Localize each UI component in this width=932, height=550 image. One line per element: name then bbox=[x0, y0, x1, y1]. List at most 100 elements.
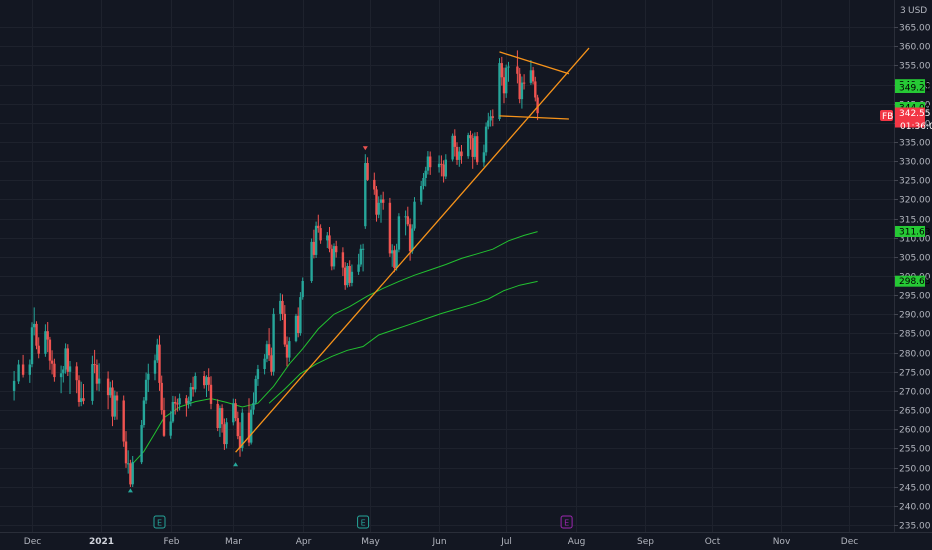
candle bbox=[451, 133, 454, 162]
candle bbox=[473, 132, 477, 160]
earnings-event[interactable]: E bbox=[153, 515, 166, 529]
candle bbox=[518, 68, 521, 104]
price-tick-label: 235.00 bbox=[899, 522, 931, 532]
candle bbox=[75, 362, 78, 394]
candle bbox=[458, 146, 461, 167]
earnings-event-label: E bbox=[157, 519, 162, 528]
time-axis[interactable]: Dec 2021 Feb Mar Apr May Jun Jul Aug Sep Oct Nov Dec bbox=[24, 537, 858, 547]
candle bbox=[507, 61, 510, 82]
candle-body bbox=[534, 81, 537, 98]
candle bbox=[382, 191, 385, 210]
candle bbox=[294, 313, 298, 343]
candle-body bbox=[502, 77, 506, 94]
candle-body bbox=[191, 387, 195, 390]
candle bbox=[77, 375, 81, 407]
candle-body bbox=[37, 345, 40, 354]
candle-body bbox=[487, 120, 490, 127]
candle-body bbox=[203, 376, 206, 386]
candle bbox=[348, 260, 351, 287]
price-tick-label: 330.00 bbox=[899, 158, 931, 168]
candle bbox=[238, 422, 242, 457]
candle-body bbox=[220, 408, 224, 425]
candle-body bbox=[326, 235, 329, 241]
candle bbox=[66, 344, 69, 376]
candle-body bbox=[185, 398, 188, 404]
candle bbox=[124, 431, 128, 468]
price-tick-label: 245.00 bbox=[899, 484, 931, 494]
candle bbox=[232, 398, 235, 426]
earnings-event[interactable]: E bbox=[357, 515, 370, 529]
candle-body bbox=[250, 409, 253, 443]
candle bbox=[216, 399, 219, 432]
candle-body bbox=[350, 271, 354, 283]
candle-body bbox=[522, 82, 526, 84]
candle-body bbox=[330, 248, 333, 267]
time-tick-label: Feb bbox=[164, 537, 180, 547]
candle bbox=[50, 350, 54, 375]
candle bbox=[505, 64, 508, 98]
candle bbox=[424, 166, 427, 187]
candle bbox=[37, 337, 40, 359]
candle-body bbox=[35, 323, 38, 346]
price-badge-label: 298.63 bbox=[899, 277, 931, 287]
candle-body bbox=[285, 344, 289, 358]
earnings-event-label: E bbox=[564, 519, 569, 528]
candle-body bbox=[297, 315, 300, 333]
trendline[interactable] bbox=[499, 115, 569, 120]
candle-body bbox=[160, 382, 163, 411]
candle-body bbox=[46, 331, 49, 340]
candle bbox=[252, 392, 255, 415]
candle bbox=[411, 224, 414, 254]
candle-body bbox=[484, 126, 488, 153]
price-tick-label: 315.00 bbox=[899, 216, 931, 226]
low-marker bbox=[127, 488, 133, 493]
candle bbox=[254, 375, 257, 405]
candle bbox=[442, 160, 445, 183]
price-badge-bg bbox=[895, 107, 925, 128]
candle bbox=[420, 181, 423, 205]
candle-body bbox=[178, 398, 181, 405]
candle bbox=[156, 338, 159, 363]
candle bbox=[220, 404, 224, 433]
candle bbox=[109, 381, 112, 398]
grid bbox=[0, 0, 894, 532]
candle-body bbox=[64, 348, 67, 370]
currency-label[interactable]: 3 USD bbox=[900, 6, 927, 16]
candle-body bbox=[531, 70, 535, 82]
candle-body bbox=[335, 246, 338, 253]
candle-body bbox=[317, 225, 320, 229]
candle bbox=[361, 243, 365, 272]
candle-body bbox=[48, 339, 52, 361]
candle bbox=[531, 66, 535, 85]
candle-body bbox=[28, 364, 31, 375]
candle bbox=[223, 418, 226, 450]
candle bbox=[142, 397, 146, 428]
candle-body bbox=[332, 246, 336, 267]
candle bbox=[346, 263, 349, 288]
candle bbox=[522, 74, 526, 90]
candle-body bbox=[254, 379, 257, 403]
candle-body bbox=[429, 156, 432, 168]
symbol-label: FB bbox=[882, 112, 893, 122]
candle-body bbox=[444, 159, 447, 177]
candle-body bbox=[77, 380, 81, 402]
candle bbox=[169, 411, 172, 439]
candle bbox=[17, 359, 20, 384]
trendline[interactable] bbox=[499, 51, 570, 75]
candle-body bbox=[147, 373, 150, 380]
candle bbox=[332, 243, 336, 270]
earnings-event[interactable]: E bbox=[560, 515, 573, 529]
candle bbox=[335, 240, 338, 258]
candle-body bbox=[68, 366, 72, 372]
candle-body bbox=[59, 373, 63, 378]
candle-body bbox=[21, 364, 25, 375]
price-tick-label: 335.00 bbox=[899, 139, 931, 149]
candle-body bbox=[361, 248, 365, 250]
trendline[interactable] bbox=[235, 47, 590, 453]
candle-body bbox=[388, 202, 392, 254]
candle bbox=[153, 354, 157, 381]
currency-text: USD bbox=[908, 6, 927, 16]
candle-body bbox=[241, 412, 244, 448]
price-tick-label: 365.00 bbox=[899, 24, 931, 34]
